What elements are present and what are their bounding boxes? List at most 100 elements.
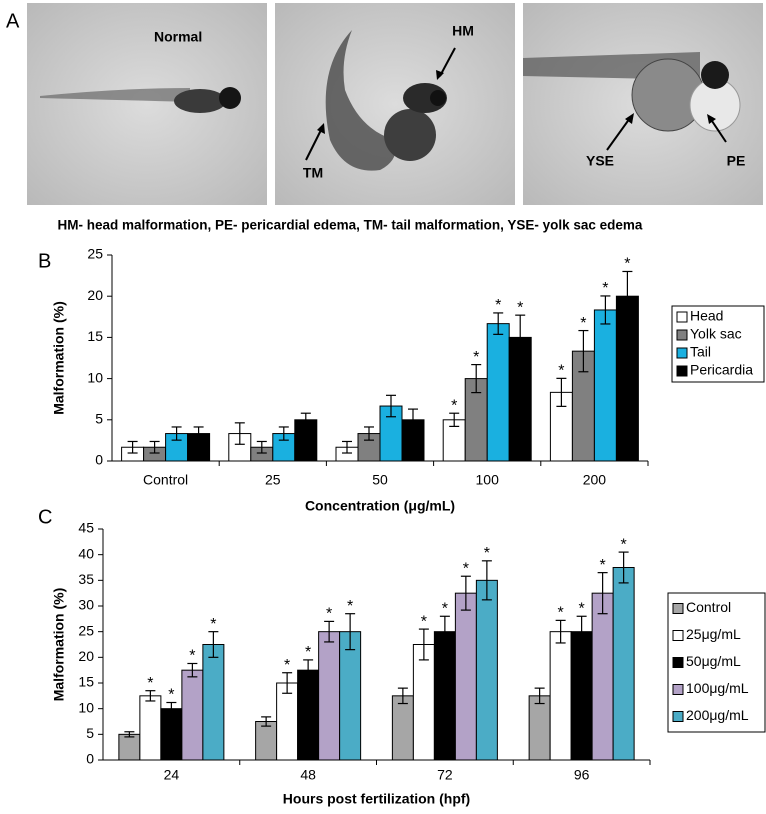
significance-mark: * — [602, 280, 608, 297]
y-tick-label: 5 — [95, 411, 103, 427]
legend-label: Pericardia — [690, 362, 753, 378]
error-bar — [481, 560, 492, 601]
error-bar — [408, 408, 418, 432]
bar — [202, 644, 225, 761]
y-tick-label: 35 — [78, 571, 94, 587]
y-tick-label: 10 — [78, 699, 94, 715]
legend-label: 200μg/mL — [686, 707, 749, 723]
error-bar — [234, 422, 245, 445]
significance-mark: * — [305, 644, 311, 661]
error-bar — [345, 613, 356, 651]
error-bar — [576, 615, 587, 648]
x-tick-label: 200 — [583, 472, 607, 488]
significance-mark: * — [421, 613, 427, 630]
bar — [549, 631, 572, 761]
legend-label: Head — [690, 308, 723, 324]
error-bar — [300, 412, 311, 427]
legend-label: 100μg/mL — [686, 680, 749, 696]
legend-swatch — [672, 603, 684, 614]
error-bar — [534, 687, 545, 705]
bar — [593, 309, 617, 462]
error-bar — [618, 551, 629, 584]
caption: HM- head malformation, PE- pericardial e… — [58, 218, 643, 233]
significance-mark: * — [451, 397, 457, 414]
error-bar — [278, 426, 289, 441]
y-tick-label: 40 — [78, 545, 94, 561]
error-bar — [364, 426, 374, 441]
error-bar — [555, 619, 566, 644]
y-tick-label: 0 — [95, 452, 103, 468]
photo-label: YSE — [586, 153, 614, 169]
legend-label: 25μg/mL — [686, 626, 741, 642]
bar — [318, 631, 341, 761]
panel-label: C — [38, 506, 52, 528]
legend-label: 50μg/mL — [686, 653, 741, 669]
x-tick-label: 72 — [437, 767, 453, 783]
legend-label: Tail — [690, 344, 711, 360]
error-bar — [303, 659, 314, 682]
y-tick-label: 10 — [87, 369, 103, 385]
bar — [612, 567, 635, 761]
significance-mark: * — [579, 600, 585, 617]
x-tick-label: 48 — [300, 767, 316, 783]
y-tick-label: 30 — [78, 597, 94, 613]
error-bar — [386, 394, 396, 418]
legend-swatch — [672, 657, 684, 668]
photo-label: PE — [727, 153, 746, 169]
error-bar — [124, 731, 135, 738]
significance-mark: * — [189, 648, 195, 665]
significance-mark: * — [580, 315, 586, 332]
legend-swatch — [676, 347, 688, 359]
error-bar — [418, 628, 429, 661]
error-bar — [166, 701, 177, 716]
bar — [297, 669, 320, 761]
y-tick-label: 20 — [78, 648, 94, 664]
error-bar — [600, 295, 611, 325]
bar — [181, 669, 204, 761]
x-tick-label: 50 — [372, 472, 388, 488]
error-bar — [471, 363, 482, 394]
error-bar — [439, 615, 450, 648]
error-bar — [493, 312, 504, 335]
significance-mark: * — [473, 349, 479, 366]
legend-label: Control — [686, 599, 731, 615]
error-bar — [460, 575, 471, 611]
significance-mark: * — [484, 545, 490, 562]
photo-label: TM — [303, 165, 323, 181]
bar — [412, 644, 435, 761]
bar — [139, 695, 162, 761]
significance-mark: * — [624, 256, 630, 273]
error-bar — [193, 426, 204, 441]
y-axis-title: Malformation (%) — [51, 588, 67, 702]
bar — [160, 708, 183, 761]
error-bar — [324, 620, 335, 643]
x-tick-label: Control — [143, 472, 188, 488]
error-bar — [145, 690, 156, 702]
legend-label: Yolk sac — [690, 326, 742, 342]
error-bar — [256, 440, 267, 454]
significance-mark: * — [347, 598, 353, 615]
bar — [591, 592, 614, 761]
significance-mark: * — [463, 560, 469, 577]
legend-swatch — [672, 684, 684, 695]
x-tick-label: 100 — [476, 472, 500, 488]
photo-normal: Normal — [27, 3, 267, 205]
error-bar — [208, 631, 219, 658]
error-bar — [282, 672, 293, 694]
significance-mark: * — [326, 606, 332, 623]
bar — [391, 695, 414, 761]
y-tick-label: 15 — [87, 328, 103, 344]
photo-label: HM — [452, 23, 474, 39]
photo-label: Normal — [154, 29, 202, 45]
error-bar — [342, 440, 352, 454]
error-bar — [515, 314, 526, 361]
significance-mark: * — [284, 657, 290, 674]
y-axis-title: Malformation (%) — [51, 301, 67, 415]
photo-edema: YSE PE — [523, 3, 763, 205]
y-tick-label: 15 — [78, 674, 94, 690]
panel-label: B — [38, 250, 51, 272]
bar — [255, 721, 278, 761]
panel-label: A — [6, 10, 20, 32]
legend-swatch — [676, 311, 688, 323]
